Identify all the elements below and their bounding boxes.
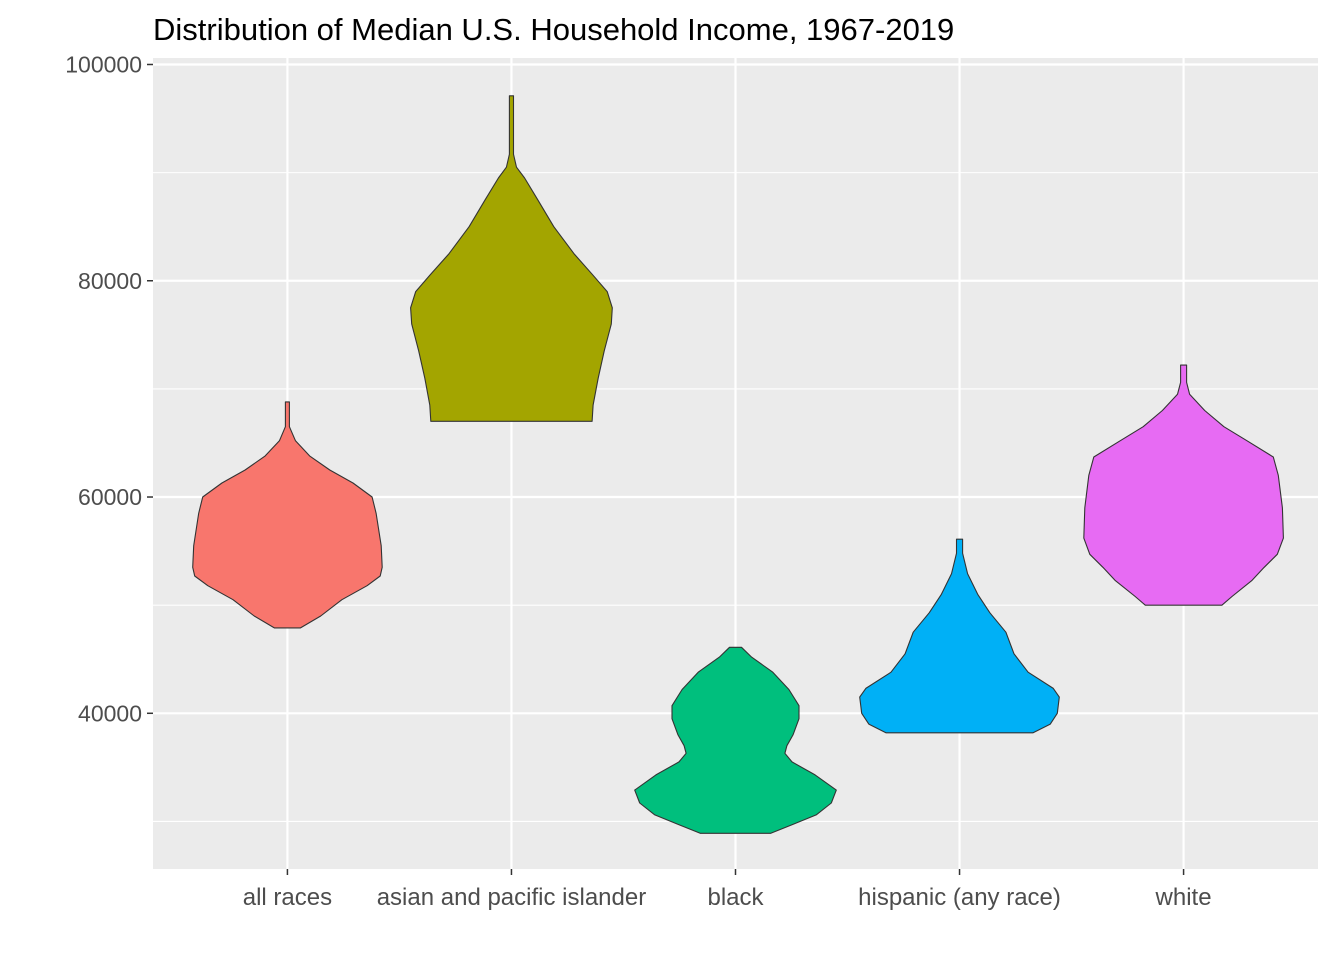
chart-title: Distribution of Median U.S. Household In…	[153, 12, 954, 47]
violins	[192, 95, 1284, 834]
x-tick-label: asian and pacific islander	[377, 884, 647, 911]
y-tick-label: 80000	[78, 268, 142, 294]
x-tick-label: all races	[243, 884, 332, 911]
y-tick-label: 60000	[78, 484, 142, 510]
violin-hispanic-any-race	[859, 538, 1060, 734]
violin-black	[634, 646, 837, 834]
violin-all-races	[192, 401, 383, 629]
x-tick-label: hispanic (any race)	[858, 884, 1061, 911]
x-tick-label: black	[707, 884, 764, 911]
y-axis: 40000 60000 80000 100000	[65, 51, 153, 726]
violin-white	[1083, 364, 1284, 606]
violin-asian-and-pacific-islander	[410, 95, 613, 422]
x-tick-label: white	[1155, 884, 1212, 911]
y-tick-label: 40000	[78, 700, 142, 726]
y-tick-label: 100000	[65, 51, 142, 77]
x-axis: all races asian and pacific islander black…	[243, 869, 1212, 911]
